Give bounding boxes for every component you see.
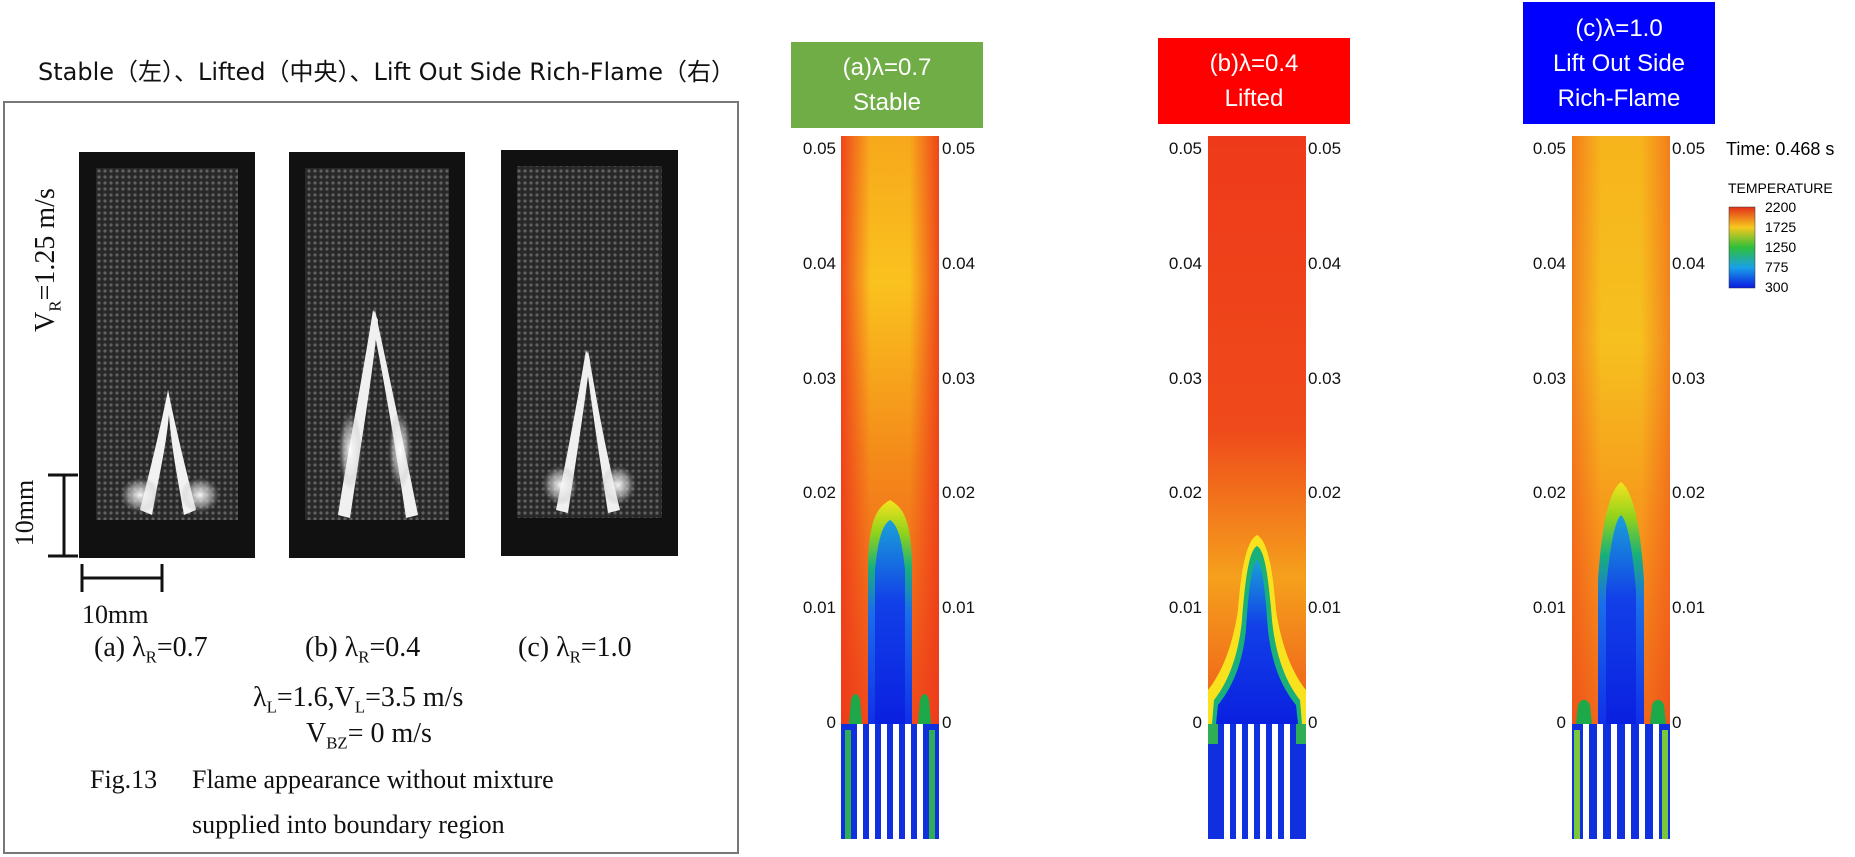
photo-a <box>79 152 255 558</box>
tick-c-right-4: 0.01 <box>1672 598 1706 617</box>
tick-a-left-4: 0.01 <box>802 598 836 617</box>
tick-b-right-1: 0.04 <box>1308 254 1342 273</box>
tick-c-left-2: 0.03 <box>1532 369 1566 388</box>
fig-caption-line-2: supplied into boundary region <box>192 810 505 839</box>
tick-b-right-4: 0.01 <box>1308 598 1342 617</box>
tick-c-left-1: 0.04 <box>1532 254 1566 273</box>
tick-c-right-2: 0.03 <box>1672 369 1706 388</box>
tick-a-right-4: 0.01 <box>942 598 976 617</box>
sim-label-c: (c)λ=1.0 Lift Out Side Rich-Flame <box>1523 2 1715 124</box>
tick-b-left-1: 0.04 <box>1168 254 1202 273</box>
tick-c-right-1: 0.04 <box>1672 254 1706 273</box>
tick-b-right-2: 0.03 <box>1308 369 1342 388</box>
legend-value-3: 775 <box>1765 259 1789 275</box>
tick-c-right-0: 0.05 <box>1672 139 1706 158</box>
tick-a-right-0: 0.05 <box>942 139 976 158</box>
photo-c <box>501 150 678 556</box>
photo-b <box>289 152 465 558</box>
tick-a-right-2: 0.03 <box>942 369 976 388</box>
tick-c-left-5: 0 <box>1556 713 1566 732</box>
legend-value-2: 1250 <box>1765 239 1797 255</box>
tick-b-left-5: 0 <box>1192 713 1202 732</box>
tick-b-left-0: 0.05 <box>1168 139 1202 158</box>
sim-label-b: (b)λ=0.4 Lifted <box>1158 38 1350 124</box>
tick-a-right-5: 0 <box>942 713 952 732</box>
legend-value-0: 2200 <box>1765 199 1797 215</box>
tick-b-left-2: 0.03 <box>1168 369 1202 388</box>
tick-a-right-1: 0.04 <box>942 254 976 273</box>
tick-b-left-3: 0.02 <box>1168 483 1202 502</box>
fig-caption-line-1: Flame appearance without mixture <box>192 765 554 794</box>
tick-c-left-3: 0.02 <box>1532 483 1566 502</box>
legend-value-1: 1725 <box>1765 219 1797 235</box>
tick-a-left-1: 0.04 <box>802 254 836 273</box>
scale-h-label: 10mm <box>82 600 149 629</box>
tick-c-left-4: 0.01 <box>1532 598 1566 617</box>
contour-panel-b <box>1208 136 1306 839</box>
fig-label: Fig.13 <box>90 765 158 794</box>
condition-line-2: VBZ= 0 m/s <box>306 718 432 753</box>
tick-c-right-3: 0.02 <box>1672 483 1706 502</box>
sub-caption-a: (a) λR=0.7 <box>94 632 208 667</box>
sub-caption-b: (b) λR=0.4 <box>305 632 421 667</box>
legend-color-bar <box>1728 206 1756 289</box>
tick-b-left-4: 0.01 <box>1168 598 1202 617</box>
tick-a-left-0: 0.05 <box>802 139 836 158</box>
tick-c-right-5: 0 <box>1672 713 1682 732</box>
tick-a-left-2: 0.03 <box>802 369 836 388</box>
tick-c-left-0: 0.05 <box>1532 139 1566 158</box>
vertical-scale-bar <box>48 473 78 558</box>
sub-caption-c: (c) λR=1.0 <box>518 632 632 667</box>
flame-photos <box>48 150 678 592</box>
tick-b-right-3: 0.02 <box>1308 483 1342 502</box>
contour-panel-a <box>841 136 939 839</box>
tick-a-left-5: 0 <box>826 713 836 732</box>
header-caption: Stable（左）、Lifted（中央）、Lift Out Side Rich-… <box>38 58 736 86</box>
time-label: Time: 0.468 s <box>1726 139 1835 159</box>
tick-a-left-3: 0.02 <box>802 483 836 502</box>
sim-label-a: (a)λ=0.7 Stable <box>791 42 983 128</box>
legend-value-4: 300 <box>1765 279 1789 295</box>
condition-line-1: λL=1.6,VL=3.5 m/s <box>253 682 464 717</box>
horizontal-scale-bar <box>80 564 164 592</box>
tick-b-right-5: 0 <box>1308 713 1318 732</box>
tick-a-right-3: 0.02 <box>942 483 976 502</box>
legend-title: TEMPERATURE <box>1728 180 1833 196</box>
contour-panel-c <box>1572 136 1670 839</box>
tick-b-right-0: 0.05 <box>1308 139 1342 158</box>
